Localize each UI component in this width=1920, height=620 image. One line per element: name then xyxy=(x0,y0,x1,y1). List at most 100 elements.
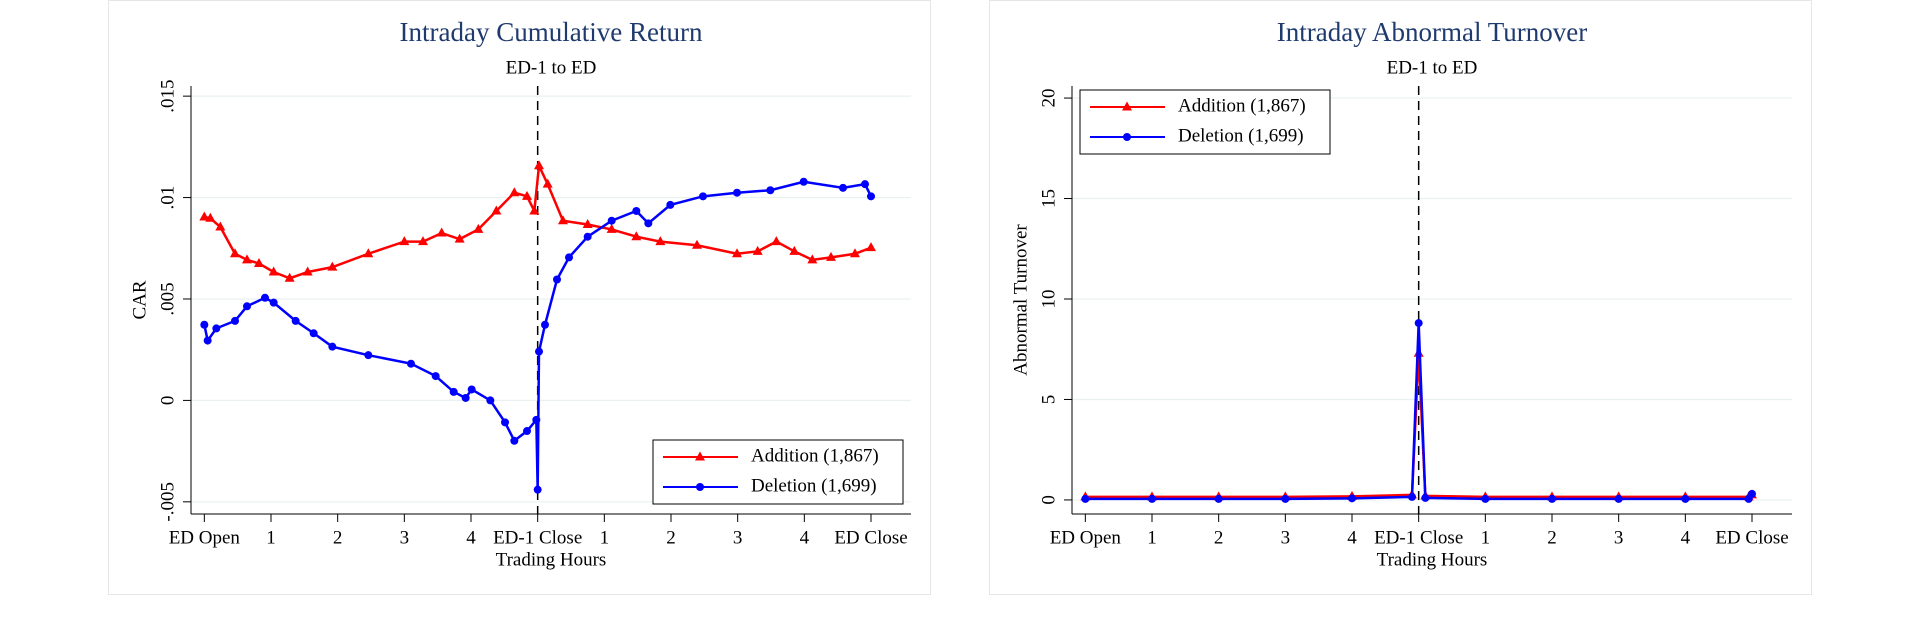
x-tick-label: 1 xyxy=(266,527,276,548)
marker xyxy=(1214,494,1223,503)
legend-label: Addition (1,867) xyxy=(1178,95,1306,116)
series-line xyxy=(1085,323,1754,501)
marker xyxy=(291,316,300,325)
marker xyxy=(486,396,495,405)
marker xyxy=(732,248,742,258)
x-tick-label: 4 xyxy=(466,527,476,548)
marker xyxy=(655,236,666,246)
marker xyxy=(230,248,240,258)
y-tick-label: .015 xyxy=(157,80,178,113)
x-axis-label: Trading Hours xyxy=(496,549,607,570)
marker xyxy=(523,427,531,436)
series-line xyxy=(1085,353,1753,499)
x-tick-label: 3 xyxy=(1281,527,1291,548)
marker xyxy=(631,231,642,241)
x-tick-label: 4 xyxy=(1681,527,1691,548)
marker xyxy=(632,206,641,215)
x-tick-label: ED Open xyxy=(169,527,241,548)
marker xyxy=(553,275,561,284)
marker xyxy=(565,253,573,262)
marker xyxy=(364,351,373,360)
y-tick-label: 0 xyxy=(157,396,178,406)
marker xyxy=(1348,494,1356,503)
marker xyxy=(261,293,269,302)
chart: Intraday Cumulative Return ED-1 to ED Trad… xyxy=(108,0,931,595)
marker xyxy=(644,219,653,228)
marker xyxy=(699,192,707,201)
marker xyxy=(1681,494,1690,503)
series-line xyxy=(203,180,873,490)
x-tick-label: 3 xyxy=(733,527,743,548)
series-line xyxy=(204,161,872,280)
legend-marker xyxy=(1122,101,1132,111)
x-tick-label: 4 xyxy=(1347,527,1357,548)
marker xyxy=(418,236,428,246)
marker xyxy=(212,324,221,333)
marker xyxy=(607,216,616,225)
marker xyxy=(867,192,875,201)
y-tick-label: -.005 xyxy=(157,482,178,522)
marker xyxy=(284,272,295,282)
marker xyxy=(861,180,869,189)
chart-title: Intraday Cumulative Return xyxy=(400,17,703,47)
y-tick-label: 0 xyxy=(1038,495,1059,505)
marker xyxy=(535,347,543,356)
marker xyxy=(449,387,458,396)
marker xyxy=(1748,489,1756,498)
y-tick-label: .01 xyxy=(157,186,178,210)
x-tick-label: 1 xyxy=(1147,527,1157,548)
marker xyxy=(752,245,763,255)
y-tick-label: 15 xyxy=(1038,189,1059,208)
marker xyxy=(850,248,860,258)
marker xyxy=(231,316,239,325)
marker xyxy=(205,212,216,222)
marker xyxy=(302,266,313,276)
marker xyxy=(807,254,818,264)
marker xyxy=(328,342,337,351)
x-tick-label: 3 xyxy=(1614,527,1624,548)
marker xyxy=(461,393,470,402)
marker xyxy=(1414,319,1423,328)
chart-subtitle: ED-1 to ED xyxy=(1387,57,1478,78)
marker xyxy=(203,336,212,345)
marker xyxy=(1548,494,1556,503)
marker xyxy=(501,418,509,427)
x-tick-label: ED Close xyxy=(1715,527,1788,548)
marker xyxy=(399,236,410,246)
marker xyxy=(582,219,593,229)
x-tick-label: ED-1 Close xyxy=(493,527,582,548)
marker xyxy=(491,205,502,215)
marker xyxy=(200,320,209,329)
x-tick-label: 1 xyxy=(1481,527,1491,548)
x-tick-label: 2 xyxy=(666,527,676,548)
marker xyxy=(243,302,251,311)
marker xyxy=(1281,494,1290,503)
marker xyxy=(327,261,338,271)
y-tick-label: 10 xyxy=(1038,289,1059,308)
x-tick-label: 2 xyxy=(1214,527,1224,548)
marker xyxy=(692,239,702,249)
x-tick-label: 1 xyxy=(600,527,610,548)
marker xyxy=(1421,493,1430,502)
marker xyxy=(826,251,836,261)
y-tick-label: .005 xyxy=(157,282,178,315)
marker xyxy=(268,266,279,276)
marker xyxy=(534,160,544,170)
marker xyxy=(733,188,741,197)
x-tick-label: 4 xyxy=(800,527,810,548)
marker xyxy=(454,233,465,243)
marker xyxy=(533,485,542,494)
legend-marker xyxy=(695,451,705,461)
marker xyxy=(467,385,476,394)
marker xyxy=(510,436,519,445)
marker xyxy=(509,187,520,197)
marker xyxy=(1148,494,1156,503)
legend-marker xyxy=(696,483,704,491)
x-tick-label: 3 xyxy=(400,527,410,548)
marker xyxy=(436,227,447,237)
x-tick-label: 2 xyxy=(1547,527,1557,548)
x-tick-label: 2 xyxy=(333,527,343,548)
panel-frame xyxy=(108,0,931,595)
x-tick-label: ED Open xyxy=(1050,527,1122,548)
